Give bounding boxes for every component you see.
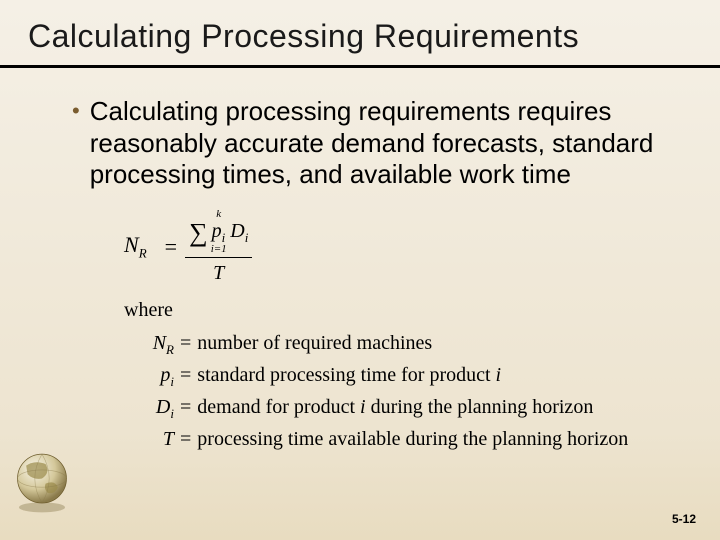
- def-symbol: Di: [124, 396, 174, 422]
- definition-row: NR = number of required machines: [124, 332, 692, 358]
- definition-row: Di = demand for product i during the pla…: [124, 396, 692, 422]
- def-equals: =: [180, 364, 191, 387]
- def-equals: =: [180, 396, 191, 419]
- sigma-icon: ∑: [189, 220, 208, 246]
- formula-block: NR = k ∑ pi Di i=1 T where: [28, 209, 692, 451]
- def-symbol: pi: [124, 364, 174, 390]
- definition-row: pi = standard processing time for produc…: [124, 364, 692, 390]
- slide-container: Calculating Processing Requirements • Ca…: [0, 0, 720, 540]
- sum-upper: k: [216, 209, 221, 220]
- def-equals: =: [180, 428, 191, 451]
- denominator: T: [213, 258, 224, 285]
- formula-equation: NR = k ∑ pi Di i=1 T: [124, 209, 692, 285]
- where-label: where: [124, 299, 692, 322]
- sum-lower: i=1: [211, 244, 227, 255]
- bullet-icon: •: [72, 96, 80, 126]
- definition-row: T = processing time available during the…: [124, 428, 692, 451]
- numerator: k ∑ pi Di i=1: [185, 209, 252, 257]
- equals-sign: =: [165, 234, 177, 260]
- title-underline: [0, 65, 720, 68]
- bullet-text: Calculating processing requirements requ…: [90, 96, 692, 191]
- bullet-block: • Calculating processing requirements re…: [28, 96, 692, 191]
- slide-title: Calculating Processing Requirements: [28, 18, 692, 55]
- definitions-list: NR = number of required machines pi = st…: [124, 332, 692, 451]
- page-number: 5-12: [672, 512, 696, 526]
- def-symbol: NR: [124, 332, 174, 358]
- def-text: standard processing time for product i: [197, 364, 501, 387]
- fraction: k ∑ pi Di i=1 T: [185, 209, 252, 285]
- def-text: number of required machines: [197, 332, 432, 355]
- def-symbol: T: [124, 428, 174, 451]
- formula-lhs: NR: [124, 232, 147, 261]
- globe-icon: [6, 444, 78, 516]
- def-text: processing time available during the pla…: [197, 428, 628, 451]
- bullet-row: • Calculating processing requirements re…: [72, 96, 692, 191]
- def-equals: =: [180, 332, 191, 355]
- def-text: demand for product i during the planning…: [197, 396, 593, 419]
